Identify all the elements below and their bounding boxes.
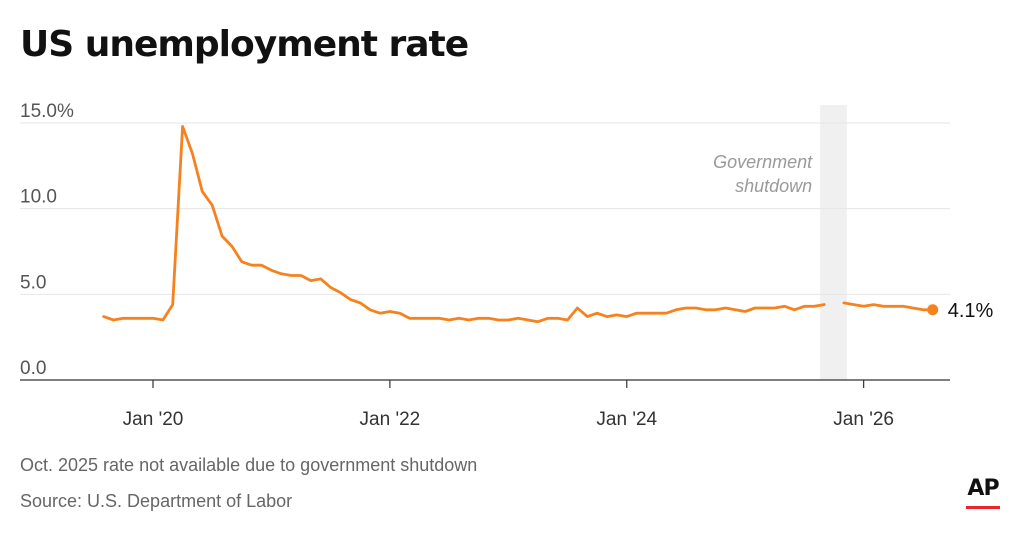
end-point xyxy=(927,304,939,316)
x-tick-label: Jan '22 xyxy=(360,409,421,430)
shutdown-label: shutdown xyxy=(735,176,812,196)
series-line xyxy=(842,301,935,312)
x-tick-label: Jan '20 xyxy=(123,409,184,430)
source-credit: Source: U.S. Department of Labor xyxy=(20,491,293,511)
y-tick-label: 5.0 xyxy=(20,272,46,293)
ap-logo-bar xyxy=(966,506,1000,509)
footnote: Oct. 2025 rate not available due to gove… xyxy=(20,455,478,475)
y-tick-label: 15.0% xyxy=(20,101,74,122)
shutdown-band xyxy=(820,105,847,380)
ap-logo-text: AP xyxy=(967,476,999,501)
shutdown-label: Government xyxy=(713,152,813,172)
ap-logo: AP xyxy=(966,476,1000,509)
series-line xyxy=(102,125,826,324)
y-tick-label: 0.0 xyxy=(20,358,46,379)
end-value-label: 4.1% xyxy=(948,300,994,322)
x-tick-label: Jan '26 xyxy=(833,409,894,430)
x-tick-label: Jan '24 xyxy=(596,409,657,430)
chart-title: US unemployment rate xyxy=(20,24,469,65)
y-tick-label: 10.0 xyxy=(20,187,57,208)
